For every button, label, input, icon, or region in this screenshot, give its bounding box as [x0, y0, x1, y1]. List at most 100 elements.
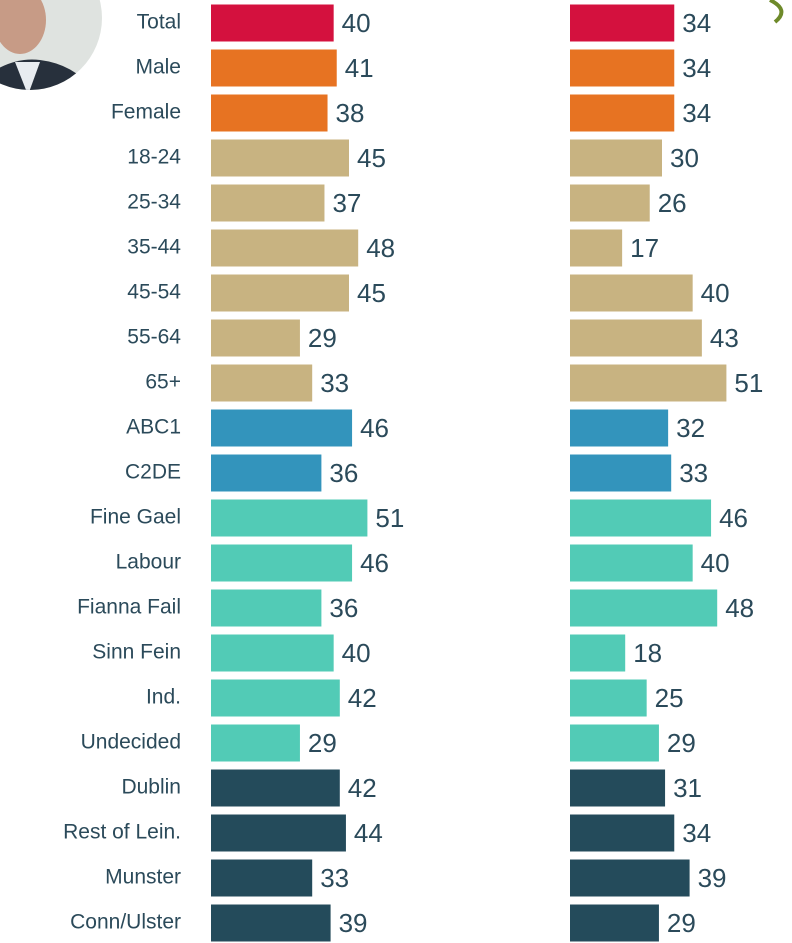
value-label: 29 — [308, 323, 337, 353]
bar — [211, 274, 349, 312]
value-label: 29 — [667, 728, 696, 758]
bar — [570, 724, 659, 762]
value-label: 34 — [682, 98, 711, 128]
value-label: 46 — [719, 503, 748, 533]
bar — [570, 544, 693, 582]
value-label: 32 — [676, 413, 705, 443]
value-label: 33 — [320, 863, 349, 893]
decoration — [769, 0, 784, 24]
category-label: 25-34 — [127, 191, 181, 214]
category-label: ABC1 — [126, 416, 181, 439]
bar — [570, 274, 693, 312]
bar — [211, 904, 331, 942]
category-label: 55-64 — [127, 326, 181, 349]
bar — [211, 679, 340, 717]
value-label: 37 — [332, 188, 361, 218]
value-label: 40 — [342, 638, 371, 668]
value-label: 38 — [336, 98, 365, 128]
category-label: Female — [111, 101, 181, 124]
category-label: Fine Gael — [90, 506, 181, 529]
bar — [211, 49, 337, 87]
bar — [570, 904, 659, 942]
value-label: 46 — [360, 548, 389, 578]
category-label: Munster — [105, 866, 181, 889]
bar — [211, 319, 300, 357]
bar — [570, 364, 727, 402]
category-label: Ind. — [146, 686, 181, 709]
bar — [211, 814, 346, 852]
bar — [211, 409, 353, 447]
value-label: 25 — [655, 683, 684, 713]
category-label: 35-44 — [127, 236, 181, 259]
value-label: 41 — [345, 53, 374, 83]
category-label: Total — [137, 11, 181, 34]
value-label: 42 — [348, 773, 377, 803]
category-label: 65+ — [145, 371, 181, 394]
value-label: 30 — [670, 143, 699, 173]
photo — [0, 0, 102, 90]
bar — [211, 859, 313, 897]
category-label: C2DE — [125, 461, 181, 484]
category-label: Fianna Fail — [77, 596, 181, 619]
value-label: 29 — [667, 908, 696, 938]
value-label: 36 — [329, 458, 358, 488]
bar — [570, 184, 650, 222]
bar — [570, 634, 626, 672]
value-label: 40 — [342, 8, 371, 38]
category-label: Labour — [116, 551, 181, 574]
value-label: 45 — [357, 278, 386, 308]
bar — [211, 634, 334, 672]
bar — [211, 769, 340, 807]
bar — [570, 454, 672, 492]
bar — [211, 724, 300, 762]
bar — [211, 229, 359, 267]
bar — [211, 454, 322, 492]
bar — [570, 4, 675, 42]
value-label: 45 — [357, 143, 386, 173]
category-label: 18-24 — [127, 146, 181, 169]
value-label: 31 — [673, 773, 702, 803]
value-label: 39 — [339, 908, 368, 938]
value-label: 48 — [725, 593, 754, 623]
value-label: 39 — [698, 863, 727, 893]
bar — [570, 859, 690, 897]
bar — [570, 139, 662, 177]
bar — [211, 139, 349, 177]
category-label: Undecided — [81, 731, 181, 754]
bar — [570, 499, 712, 537]
bar — [211, 364, 313, 402]
value-label: 36 — [329, 593, 358, 623]
value-label: 44 — [354, 818, 383, 848]
value-label: 17 — [630, 233, 659, 263]
value-label: 48 — [366, 233, 395, 263]
value-label: 51 — [375, 503, 404, 533]
value-label: 43 — [710, 323, 739, 353]
value-label: 29 — [308, 728, 337, 758]
value-label: 33 — [320, 368, 349, 398]
category-label: Dublin — [121, 776, 181, 799]
value-label: 26 — [658, 188, 687, 218]
value-label: 46 — [360, 413, 389, 443]
value-label: 42 — [348, 683, 377, 713]
category-label: Sinn Fein — [92, 641, 181, 664]
value-label: 40 — [701, 548, 730, 578]
bar — [211, 499, 368, 537]
value-label: 51 — [734, 368, 763, 398]
bar — [570, 229, 623, 267]
value-label: 18 — [633, 638, 662, 668]
value-label: 34 — [682, 53, 711, 83]
value-label: 34 — [682, 818, 711, 848]
bar — [570, 589, 718, 627]
bar — [570, 49, 675, 87]
category-label: Conn/Ulster — [70, 911, 181, 934]
category-label: Rest of Lein. — [63, 821, 181, 844]
value-label: 33 — [679, 458, 708, 488]
bar — [570, 679, 647, 717]
bar — [211, 544, 353, 582]
bar — [570, 769, 666, 807]
bar — [211, 94, 328, 132]
value-label: 40 — [701, 278, 730, 308]
bar — [570, 94, 675, 132]
value-label: 34 — [682, 8, 711, 38]
